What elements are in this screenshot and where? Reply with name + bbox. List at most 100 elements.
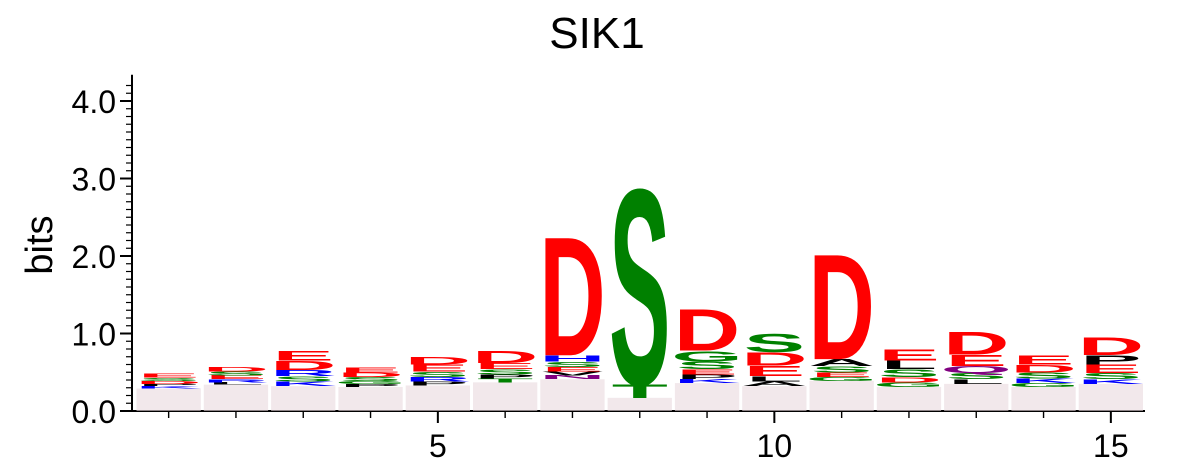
logo-letter-S: S bbox=[1080, 371, 1141, 381]
logo-letter-E: E bbox=[1080, 362, 1141, 375]
logo-letter-Q: Q bbox=[941, 364, 1012, 375]
logo-letter-K: K bbox=[1078, 378, 1144, 385]
logo-letter-S: S bbox=[407, 370, 468, 378]
y-axis: 0.0 1.0 2.0 3.0 4.0 bbox=[72, 74, 133, 430]
logo-letter-E: E bbox=[542, 366, 603, 373]
x-tick-label: 15 bbox=[1093, 428, 1129, 464]
minor-letters-band bbox=[271, 386, 336, 411]
logo-letter-E: E bbox=[878, 346, 939, 364]
logo-letter-A: A bbox=[741, 380, 807, 387]
x-tick-label: 10 bbox=[757, 428, 793, 464]
minor-letters-band bbox=[473, 382, 538, 411]
logo-letter-S: S bbox=[744, 329, 805, 358]
logo-letter-S: S bbox=[273, 375, 334, 383]
y-tick-label: 4.0 bbox=[72, 84, 116, 120]
logo-letter-H: H bbox=[539, 354, 605, 364]
logo-letter-T: T bbox=[477, 377, 533, 383]
y-tick-label: 0.0 bbox=[72, 394, 116, 430]
logo-letter-S: S bbox=[878, 367, 939, 379]
logo-letter-R: R bbox=[203, 378, 269, 383]
logo-letter-K: K bbox=[1010, 377, 1076, 384]
logo-letter-S: S bbox=[542, 360, 603, 368]
x-tick-label: 5 bbox=[429, 428, 447, 464]
logo-letter-K: K bbox=[270, 380, 336, 387]
minor-letters-band bbox=[136, 388, 201, 411]
logo-letter-K: K bbox=[674, 378, 740, 384]
logo-letter-D: D bbox=[337, 371, 403, 378]
logo-letter-S: S bbox=[1013, 371, 1074, 381]
y-tick-label: 2.0 bbox=[72, 239, 116, 275]
logo-letter-E: E bbox=[744, 362, 805, 379]
minor-letters-band bbox=[876, 386, 942, 411]
logo-letter-S: S bbox=[340, 376, 401, 382]
logo-letter-P: P bbox=[1080, 353, 1141, 367]
logo-letter-E: E bbox=[340, 365, 401, 373]
logo-letter-E: E bbox=[946, 351, 1007, 369]
logo-letter-D: D bbox=[1078, 333, 1144, 361]
logo-letter-L: L bbox=[881, 358, 937, 371]
minor-letters-band bbox=[1078, 383, 1143, 411]
logo-letter-P: P bbox=[407, 381, 468, 387]
logo-letter-D: D bbox=[270, 358, 336, 372]
y-tick-label: 3.0 bbox=[72, 162, 116, 198]
y-axis-label: bits bbox=[19, 215, 61, 274]
logo-letter-G: G bbox=[806, 376, 877, 382]
logo-letter-S: S bbox=[138, 377, 199, 382]
logo-letter-P: P bbox=[340, 383, 401, 388]
logo-letter-D: D bbox=[808, 224, 874, 392]
logo-letter-D: D bbox=[135, 380, 201, 385]
logo-letter-D: D bbox=[203, 366, 269, 373]
logo-letter-E: E bbox=[1013, 353, 1074, 367]
logo-letter-S: S bbox=[676, 359, 737, 371]
logo-letter-G: G bbox=[1008, 382, 1079, 388]
logo-letter-V: V bbox=[542, 370, 603, 376]
logo-letter-S: S bbox=[946, 371, 1007, 381]
logo-letter-T: T bbox=[612, 381, 668, 403]
logo-letter-E: E bbox=[811, 371, 872, 378]
minor-letters-band bbox=[540, 379, 605, 411]
minor-letters-band bbox=[742, 386, 807, 411]
logo-letter-N: N bbox=[539, 374, 605, 380]
logo-letter-R: R bbox=[270, 368, 336, 378]
logo-letter-A: A bbox=[808, 357, 874, 368]
y-tick-label: 1.0 bbox=[72, 317, 116, 353]
logo-letter-S: S bbox=[609, 131, 670, 444]
logo-letter-G: G bbox=[873, 381, 944, 388]
logo-letter-E: E bbox=[407, 363, 468, 374]
logo-letter-E: E bbox=[676, 368, 737, 376]
logo-letter-D: D bbox=[741, 349, 807, 369]
logo-letter-P: P bbox=[676, 373, 737, 380]
logo-letter-D: D bbox=[405, 355, 471, 367]
logo-letter-P: P bbox=[138, 383, 199, 387]
minor-letters-band bbox=[405, 385, 470, 411]
logo-letter-S: S bbox=[811, 364, 872, 374]
minor-letters-band bbox=[944, 383, 1009, 411]
minor-letters-band bbox=[1011, 386, 1076, 411]
logo-letter-G: G bbox=[335, 380, 406, 385]
logo-letter-P: P bbox=[475, 374, 536, 380]
logo-letter-E: E bbox=[273, 348, 334, 364]
logo-letter-K: K bbox=[135, 386, 201, 390]
logo-letter-R: R bbox=[405, 376, 471, 383]
logo-letter-E: E bbox=[475, 361, 536, 371]
logo-letter-S: S bbox=[475, 368, 536, 376]
logo-letter-E: E bbox=[138, 373, 199, 379]
logo-letter-D: D bbox=[1010, 363, 1076, 375]
logo-letter-D: D bbox=[674, 298, 740, 364]
minor-letters-band bbox=[338, 386, 403, 411]
minor-letters-band bbox=[203, 384, 269, 411]
logo-letter-L: L bbox=[208, 382, 264, 386]
minor-letters-band bbox=[809, 380, 874, 411]
chart-title: SIK1 bbox=[549, 9, 644, 58]
logo-letter-D: D bbox=[943, 325, 1009, 361]
